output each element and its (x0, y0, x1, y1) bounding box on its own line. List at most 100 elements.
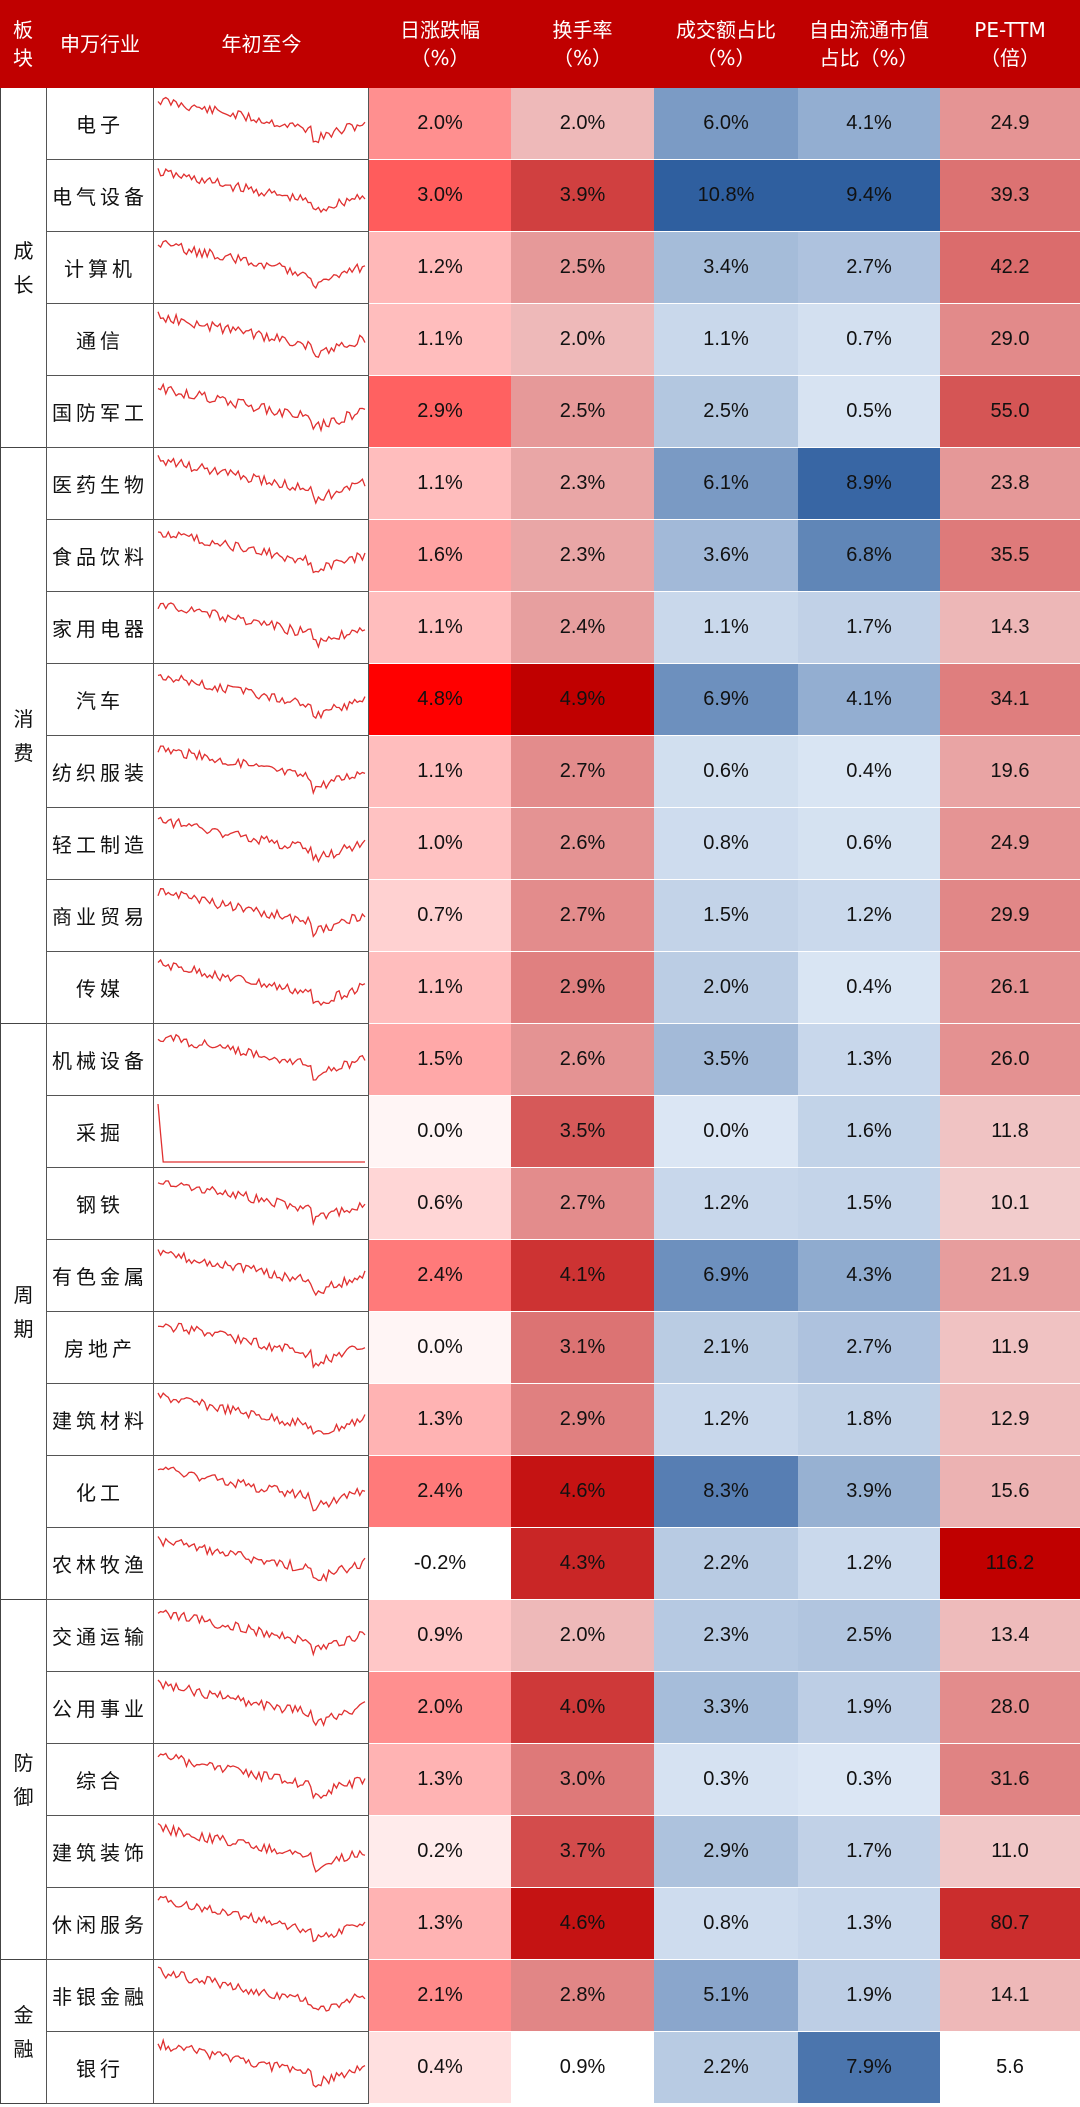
float-cap-share-value: 3.9% (846, 1480, 892, 1502)
turnover-cell: 2.7% (511, 880, 654, 952)
float-cap-share-value: 2.5% (846, 1624, 892, 1646)
industry-name: 交通运输 (52, 1625, 148, 1649)
ytd-sparkline (157, 311, 366, 358)
pe-ttm-cell: 29.0 (940, 304, 1080, 376)
header-block-line2: 块 (13, 46, 33, 70)
group-cell: 防御 (0, 1600, 46, 1960)
pe-ttm-value: 11.0 (991, 1840, 1029, 1862)
sparkline-series (157, 454, 366, 505)
industry-name: 房地产 (64, 1337, 136, 1361)
daily-change-cell: 0.0% (369, 1312, 511, 1384)
turnover-value: 2.6% (559, 1048, 606, 1070)
turnover-cell: 2.6% (511, 1024, 654, 1096)
industry-name: 休闲服务 (52, 1913, 148, 1937)
daily-change-value: 4.8% (417, 688, 463, 710)
volume-share-value: 3.3% (703, 1696, 749, 1718)
ytd-sparkline-cell (154, 1312, 369, 1384)
turnover-value: 2.9% (559, 976, 606, 998)
turnover-cell: 2.5% (511, 376, 654, 448)
volume-share-value: 0.8% (703, 832, 749, 854)
group-name-line2: 融 (13, 2036, 34, 2061)
industry-name: 综合 (76, 1769, 124, 1793)
turnover-cell: 4.0% (511, 1672, 654, 1744)
ytd-sparkline-cell (154, 1960, 369, 2032)
volume-share-value: 0.0% (703, 1120, 749, 1142)
turnover-value: 2.7% (559, 760, 606, 782)
volume-share-cell: 0.8% (654, 808, 798, 880)
turnover-value: 2.0% (559, 1624, 606, 1646)
ytd-sparkline-cell (154, 376, 369, 448)
volume-share-cell: 1.1% (654, 304, 798, 376)
industry-cell: 农林牧渔 (46, 1528, 154, 1600)
volume-share-cell: 1.2% (654, 1384, 798, 1456)
volume-share-cell: 3.6% (654, 520, 798, 592)
float-cap-share-cell: 1.9% (798, 1960, 940, 2032)
turnover-value: 2.9% (559, 1408, 606, 1430)
float-cap-share-cell: 0.5% (798, 376, 940, 448)
daily-change-cell: 1.3% (369, 1384, 511, 1456)
float-cap-share-cell: 2.7% (798, 1312, 940, 1384)
pe-ttm-value: 12.9 (990, 1408, 1030, 1430)
volume-share-cell: 0.0% (654, 1096, 798, 1168)
turnover-cell: 3.7% (511, 1816, 654, 1888)
volume-share-value: 3.5% (703, 1048, 749, 1070)
sparkline-series (157, 1465, 366, 1511)
volume-share-cell: 1.1% (654, 592, 798, 664)
pe-ttm-cell: 34.1 (940, 664, 1080, 736)
header-turnover-line1: 换手率 (552, 18, 613, 42)
pe-ttm-value: 19.6 (990, 760, 1030, 782)
pe-ttm-cell: 21.9 (940, 1240, 1080, 1312)
turnover-value: 3.1% (559, 1336, 606, 1358)
header-pe-ttm-line2: （倍） (980, 46, 1040, 70)
float-cap-share-cell: 1.6% (798, 1096, 940, 1168)
float-cap-share-cell: 2.5% (798, 1600, 940, 1672)
ytd-sparkline (157, 815, 366, 863)
ytd-sparkline-cell (154, 88, 369, 160)
industry-name: 传媒 (76, 977, 124, 1001)
float-cap-share-value: 0.3% (846, 1768, 892, 1790)
float-cap-share-value: 0.7% (846, 328, 892, 350)
daily-change-cell: 1.2% (369, 232, 511, 304)
volume-share-value: 2.9% (703, 1840, 749, 1862)
turnover-value: 2.7% (559, 904, 606, 926)
float-cap-share-cell: 0.7% (798, 304, 940, 376)
daily-change-cell: 1.1% (369, 736, 511, 808)
ytd-sparkline-cell (154, 880, 369, 952)
industry-cell: 化工 (46, 1456, 154, 1528)
industry-cell: 非银金融 (46, 1960, 154, 2032)
pe-ttm-value: 23.8 (990, 472, 1030, 494)
daily-change-value: 1.0% (417, 832, 463, 854)
industry-name: 商业贸易 (52, 905, 148, 929)
sparkline-series (157, 239, 366, 289)
turnover-value: 4.0% (559, 1696, 606, 1718)
volume-share-value: 0.3% (703, 1768, 749, 1790)
industry-name: 建筑材料 (52, 1409, 148, 1433)
daily-change-cell: 2.4% (369, 1240, 511, 1312)
volume-share-cell: 0.8% (654, 1888, 798, 1960)
float-cap-share-value: 1.6% (846, 1120, 892, 1142)
turnover-value: 4.6% (559, 1480, 606, 1502)
float-cap-share-cell: 8.9% (798, 448, 940, 520)
float-cap-share-value: 4.3% (846, 1264, 892, 1286)
daily-change-value: 1.6% (417, 544, 463, 566)
pe-ttm-value: 29.0 (990, 328, 1030, 350)
float-cap-share-value: 1.7% (846, 1840, 892, 1862)
sparkline-series (157, 1103, 365, 1163)
float-cap-share-value: 7.9% (846, 2056, 892, 2078)
volume-share-value: 3.4% (703, 256, 749, 278)
float-cap-share-cell: 0.6% (798, 808, 940, 880)
ytd-sparkline (157, 958, 366, 1006)
header-float-cap-share-line2: 占比（%） (819, 46, 919, 70)
daily-change-value: 1.1% (417, 760, 463, 782)
daily-change-value: 0.9% (417, 1624, 463, 1646)
turnover-value: 3.0% (559, 1768, 606, 1790)
ytd-sparkline-cell (154, 1096, 369, 1168)
industry-name: 纺织服装 (52, 761, 148, 785)
pe-ttm-cell: 19.6 (940, 736, 1080, 808)
industry-name: 医药生物 (52, 473, 148, 497)
ytd-sparkline (157, 167, 366, 213)
turnover-cell: 2.5% (511, 232, 654, 304)
ytd-sparkline-cell (154, 1888, 369, 1960)
header-float-cap-share-line1: 自由流通市值 (809, 18, 929, 42)
pe-ttm-value: 21.9 (990, 1264, 1030, 1286)
